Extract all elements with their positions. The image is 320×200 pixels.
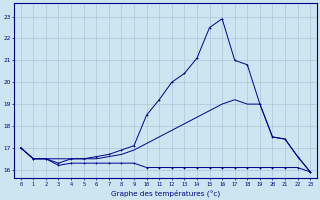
X-axis label: Graphe des températures (°c): Graphe des températures (°c) [111, 189, 220, 197]
